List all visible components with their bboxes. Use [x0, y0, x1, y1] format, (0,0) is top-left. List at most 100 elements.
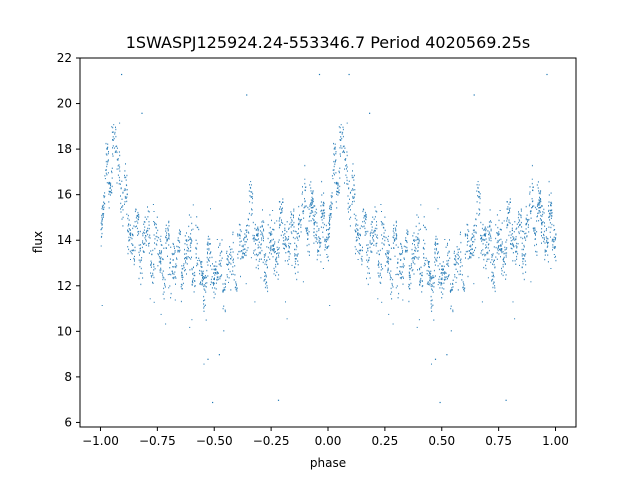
- scatter-point: [323, 192, 325, 194]
- scatter-point: [483, 266, 485, 269]
- scatter-point: [210, 265, 211, 267]
- scatter-point: [129, 250, 131, 252]
- scatter-point: [448, 259, 450, 262]
- scatter-point: [311, 206, 313, 209]
- scatter-point: [257, 235, 259, 237]
- scatter-point: [498, 239, 500, 241]
- scatter-point: [147, 210, 149, 212]
- scatter-point: [534, 206, 536, 209]
- scatter-point: [504, 249, 506, 251]
- scatter-point: [555, 234, 557, 236]
- scatter-point: [209, 243, 211, 245]
- scatter-point: [488, 249, 490, 252]
- scatter-point: [337, 183, 339, 186]
- scatter-point: [478, 214, 480, 216]
- scatter-point: [305, 186, 307, 188]
- scatter-point: [436, 238, 438, 240]
- scatter-point: [472, 241, 474, 243]
- scatter-point: [195, 224, 197, 227]
- scatter-point: [340, 145, 342, 147]
- scatter-point: [395, 274, 397, 276]
- scatter-point: [309, 184, 311, 186]
- scatter-point: [271, 233, 273, 235]
- scatter-point: [163, 247, 165, 249]
- scatter-point: [505, 278, 507, 280]
- scatter-point: [368, 267, 370, 270]
- chart-title: 1SWASPJ125924.24-553346.7 Period 4020569…: [126, 33, 531, 52]
- scatter-point: [508, 203, 510, 205]
- scatter-point: [380, 221, 382, 222]
- scatter-point: [181, 265, 183, 267]
- scatter-point: [389, 244, 390, 246]
- scatter-point: [502, 263, 504, 266]
- scatter-point: [282, 207, 283, 209]
- scatter-point: [357, 229, 359, 231]
- scatter-point: [544, 249, 546, 251]
- scatter-point: [336, 190, 338, 193]
- scatter-point: [160, 263, 162, 265]
- scatter-point: [429, 284, 431, 286]
- scatter-point: [470, 238, 472, 240]
- scatter-point: [115, 128, 117, 131]
- scatter-point: [226, 250, 228, 253]
- scatter-point: [338, 126, 340, 128]
- scatter-point: [124, 188, 126, 190]
- scatter-point: [409, 268, 411, 270]
- scatter-point: [522, 237, 524, 240]
- scatter-point: [389, 272, 391, 274]
- scatter-point: [222, 290, 224, 292]
- scatter-point: [188, 214, 190, 216]
- scatter-point: [539, 210, 541, 212]
- scatter-point: [412, 257, 414, 259]
- scatter-point: [487, 252, 489, 255]
- scatter-point: [269, 226, 271, 229]
- scatter-point: [447, 242, 448, 245]
- scatter-point: [475, 231, 477, 233]
- scatter-point: [101, 235, 103, 238]
- scatter-point: [354, 246, 356, 248]
- scatter-point: [448, 265, 450, 267]
- scatter-point: [393, 234, 395, 237]
- scatter-point: [107, 143, 109, 145]
- scatter-point: [497, 226, 499, 229]
- scatter-point: [441, 282, 443, 285]
- scatter-point: [387, 235, 389, 237]
- scatter-point: [164, 284, 166, 286]
- scatter-point: [523, 231, 525, 233]
- scatter-point: [122, 216, 124, 219]
- scatter-point: [312, 206, 314, 208]
- scatter-point: [399, 252, 401, 255]
- scatter-point: [486, 246, 487, 248]
- scatter-point: [118, 168, 120, 170]
- scatter-point: [182, 274, 183, 276]
- scatter-point: [199, 269, 201, 272]
- scatter-point: [317, 251, 319, 253]
- scatter-point: [520, 236, 522, 239]
- scatter-point: [109, 194, 111, 196]
- scatter-point: [287, 263, 289, 265]
- scatter-point: [429, 272, 431, 275]
- scatter-point: [168, 236, 170, 238]
- scatter-point: [395, 230, 397, 232]
- scatter-point: [339, 147, 341, 149]
- scatter-point: [163, 298, 165, 300]
- scatter-point: [196, 216, 198, 218]
- scatter-point: [532, 189, 533, 191]
- scatter-point: [271, 239, 273, 241]
- scatter-point: [335, 182, 337, 184]
- scatter-point: [497, 246, 499, 248]
- scatter-point: [174, 276, 176, 278]
- scatter-point: [319, 245, 321, 247]
- scatter-point: [551, 223, 553, 226]
- scatter-point: [329, 205, 331, 207]
- scatter-point: [326, 236, 328, 238]
- scatter-point: [178, 232, 180, 234]
- scatter-point: [415, 236, 417, 238]
- scatter-point: [160, 235, 162, 237]
- scatter-point: [232, 273, 234, 275]
- scatter-point: [153, 301, 155, 303]
- scatter-point: [122, 205, 124, 207]
- scatter-point: [426, 259, 428, 262]
- scatter-point: [405, 237, 407, 239]
- scatter-point: [487, 230, 489, 232]
